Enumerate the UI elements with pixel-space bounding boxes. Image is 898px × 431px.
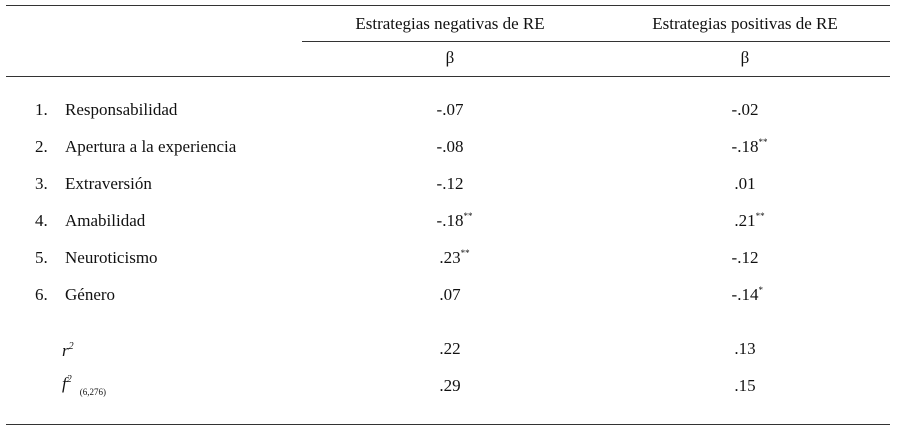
cell: .15: [595, 376, 895, 396]
cell: .21 **: [595, 211, 895, 231]
cell-value: -.02: [731, 100, 759, 119]
row-label: Género: [65, 285, 116, 304]
stat-sub: (6,276): [79, 387, 106, 397]
cell: -.18 **: [300, 211, 600, 231]
cell: -.12: [595, 248, 895, 268]
bottom-rule: [6, 424, 890, 425]
stat-symbol: f: [62, 374, 67, 393]
significance: **: [758, 137, 768, 147]
row-number: 4.: [35, 211, 48, 230]
column-header: Estrategias positivas de RE: [652, 14, 838, 33]
stat-label: r2: [62, 337, 74, 361]
stat-sup: 2: [68, 341, 74, 352]
cell-value: -.07: [436, 100, 464, 119]
cell-value: .13: [734, 339, 756, 358]
cell: .22: [300, 339, 600, 359]
cell: -.07: [300, 100, 600, 120]
cell-value: -.18 **: [437, 211, 473, 230]
cell: -.14 *: [595, 285, 895, 305]
row-number: 5.: [35, 248, 48, 267]
row-label: Apertura a la experiencia: [65, 137, 237, 156]
cell-value: -.14 *: [732, 285, 763, 304]
cell: -.12: [300, 174, 600, 194]
row-label: Neuroticismo: [65, 248, 158, 267]
cell-value: .07: [439, 285, 461, 304]
row-number: 6.: [35, 285, 48, 304]
significance: *: [758, 285, 763, 295]
cell-value: .01: [734, 174, 756, 193]
cell-value: .22: [439, 339, 461, 358]
stat-symbol: r: [62, 341, 69, 360]
row-label: Responsabilidad: [65, 100, 178, 119]
cell-value: .15: [734, 376, 756, 395]
column-subheader: β: [445, 48, 455, 67]
cell: .13: [595, 339, 895, 359]
cell-value: .23 **: [439, 248, 469, 267]
cell: .01: [595, 174, 895, 194]
cell-value: .21 **: [734, 211, 764, 230]
stat-label: f2 (6,276): [62, 370, 106, 402]
significance: **: [460, 248, 470, 258]
row-number: 2.: [35, 137, 48, 156]
significance: **: [755, 211, 765, 221]
row-number: 1.: [35, 100, 48, 119]
cell: .29: [300, 376, 600, 396]
stat-sup: 2: [66, 374, 72, 385]
row-label: Amabilidad: [65, 211, 146, 230]
top-rule: [6, 5, 890, 6]
significance: **: [463, 211, 473, 221]
row-number: 3.: [35, 174, 48, 193]
cell-value: -.08: [436, 137, 464, 156]
cell: -.02: [595, 100, 895, 120]
row-label: Extraversión: [65, 174, 152, 193]
cell: .07: [300, 285, 600, 305]
cell-value: -.18 **: [732, 137, 768, 156]
cell: -.08: [300, 137, 600, 157]
cell: -.18 **: [595, 137, 895, 157]
cell: .23 **: [300, 248, 600, 268]
column-subheader: β: [740, 48, 750, 67]
cell-value: -.12: [731, 248, 759, 267]
subheader-rule: [6, 76, 890, 77]
header-rule: [302, 41, 890, 42]
cell-value: .29: [439, 376, 461, 395]
cell-value: -.12: [436, 174, 464, 193]
column-header: Estrategias negativas de RE: [355, 14, 545, 33]
